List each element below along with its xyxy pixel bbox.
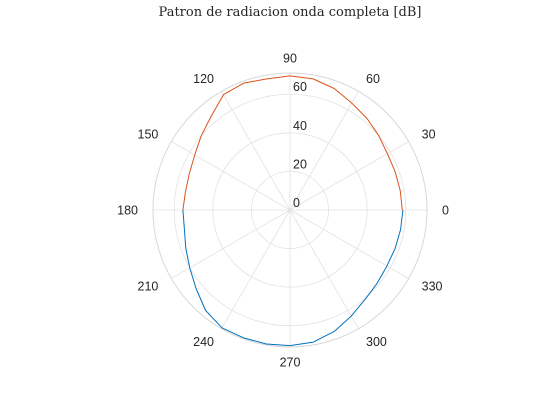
spoke-30 — [289, 141, 409, 211]
grid-circle-20 — [251, 171, 329, 249]
spoke-210 — [171, 209, 291, 279]
series-2-line — [182, 75, 403, 211]
grid-circle-60 — [173, 93, 407, 327]
angle-tick-label-210: 210 — [138, 280, 159, 294]
spoke-60 — [289, 91, 359, 211]
grid-circle-40 — [212, 132, 368, 288]
radial-tick-label-40: 40 — [293, 119, 307, 133]
axis-labels: 0 20 40 60 0 30 60 90 120 150 180 210 240 270 300 330 — [117, 52, 449, 370]
radial-tick-label-20: 20 — [293, 157, 307, 171]
angle-tick-label-120: 120 — [193, 72, 214, 86]
polar-grid — [152, 72, 428, 348]
angle-tick-label-180: 180 — [117, 204, 138, 218]
radial-tick-label-0: 0 — [293, 196, 300, 210]
angle-tick-label-270: 270 — [280, 356, 301, 370]
radial-tick-label-60: 60 — [293, 80, 307, 94]
spoke-300 — [289, 209, 359, 329]
angle-tick-label-150: 150 — [138, 128, 159, 142]
outer-circle — [152, 72, 428, 348]
chart-title: Patron de radiacion onda completa [dB] — [159, 5, 422, 20]
angle-tick-label-300: 300 — [366, 335, 387, 349]
spoke-120 — [221, 91, 291, 211]
series-1-line — [182, 209, 404, 347]
angle-tick-label-90: 90 — [283, 52, 297, 66]
angle-tick-label-0: 0 — [442, 204, 449, 218]
angle-tick-label-330: 330 — [422, 280, 443, 294]
series-group — [182, 75, 404, 347]
spoke-150 — [171, 141, 291, 211]
angle-tick-label-240: 240 — [193, 335, 214, 349]
angle-tick-label-60: 60 — [366, 72, 380, 86]
angle-tick-label-30: 30 — [422, 128, 436, 142]
spoke-240 — [221, 209, 291, 329]
spoke-330 — [289, 209, 409, 279]
